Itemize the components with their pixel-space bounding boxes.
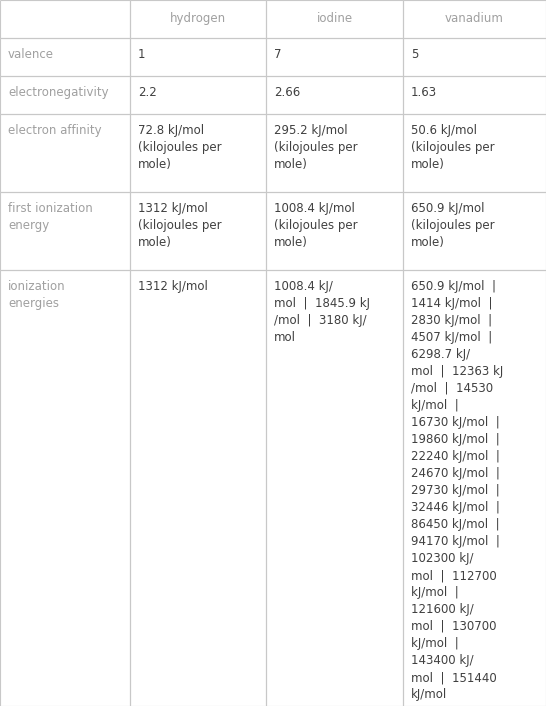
Text: 7: 7 xyxy=(274,48,282,61)
Text: ionization
energies: ionization energies xyxy=(8,280,66,310)
Text: 1.63: 1.63 xyxy=(411,86,437,99)
Text: 2.66: 2.66 xyxy=(274,86,300,99)
Text: 1312 kJ/mol
(kilojoules per
mole): 1312 kJ/mol (kilojoules per mole) xyxy=(138,202,222,249)
Text: 2.2: 2.2 xyxy=(138,86,157,99)
Text: first ionization
energy: first ionization energy xyxy=(8,202,93,232)
Text: 1008.4 kJ/
mol  |  1845.9 kJ
/mol  |  3180 kJ/
mol: 1008.4 kJ/ mol | 1845.9 kJ /mol | 3180 k… xyxy=(274,280,370,344)
Text: vanadium: vanadium xyxy=(445,12,504,25)
Text: 650.9 kJ/mol
(kilojoules per
mole): 650.9 kJ/mol (kilojoules per mole) xyxy=(411,202,495,249)
Text: 650.9 kJ/mol  |
1414 kJ/mol  |
2830 kJ/mol  |
4507 kJ/mol  |
6298.7 kJ/
mol  |  : 650.9 kJ/mol | 1414 kJ/mol | 2830 kJ/mol… xyxy=(411,280,503,701)
Text: 1312 kJ/mol: 1312 kJ/mol xyxy=(138,280,208,293)
Text: 50.6 kJ/mol
(kilojoules per
mole): 50.6 kJ/mol (kilojoules per mole) xyxy=(411,124,495,171)
Text: 5: 5 xyxy=(411,48,418,61)
Text: electron affinity: electron affinity xyxy=(8,124,102,137)
Text: valence: valence xyxy=(8,48,54,61)
Text: iodine: iodine xyxy=(317,12,353,25)
Text: 72.8 kJ/mol
(kilojoules per
mole): 72.8 kJ/mol (kilojoules per mole) xyxy=(138,124,222,171)
Text: 1008.4 kJ/mol
(kilojoules per
mole): 1008.4 kJ/mol (kilojoules per mole) xyxy=(274,202,358,249)
Text: hydrogen: hydrogen xyxy=(170,12,226,25)
Text: 295.2 kJ/mol
(kilojoules per
mole): 295.2 kJ/mol (kilojoules per mole) xyxy=(274,124,358,171)
Text: 1: 1 xyxy=(138,48,145,61)
Text: electronegativity: electronegativity xyxy=(8,86,109,99)
